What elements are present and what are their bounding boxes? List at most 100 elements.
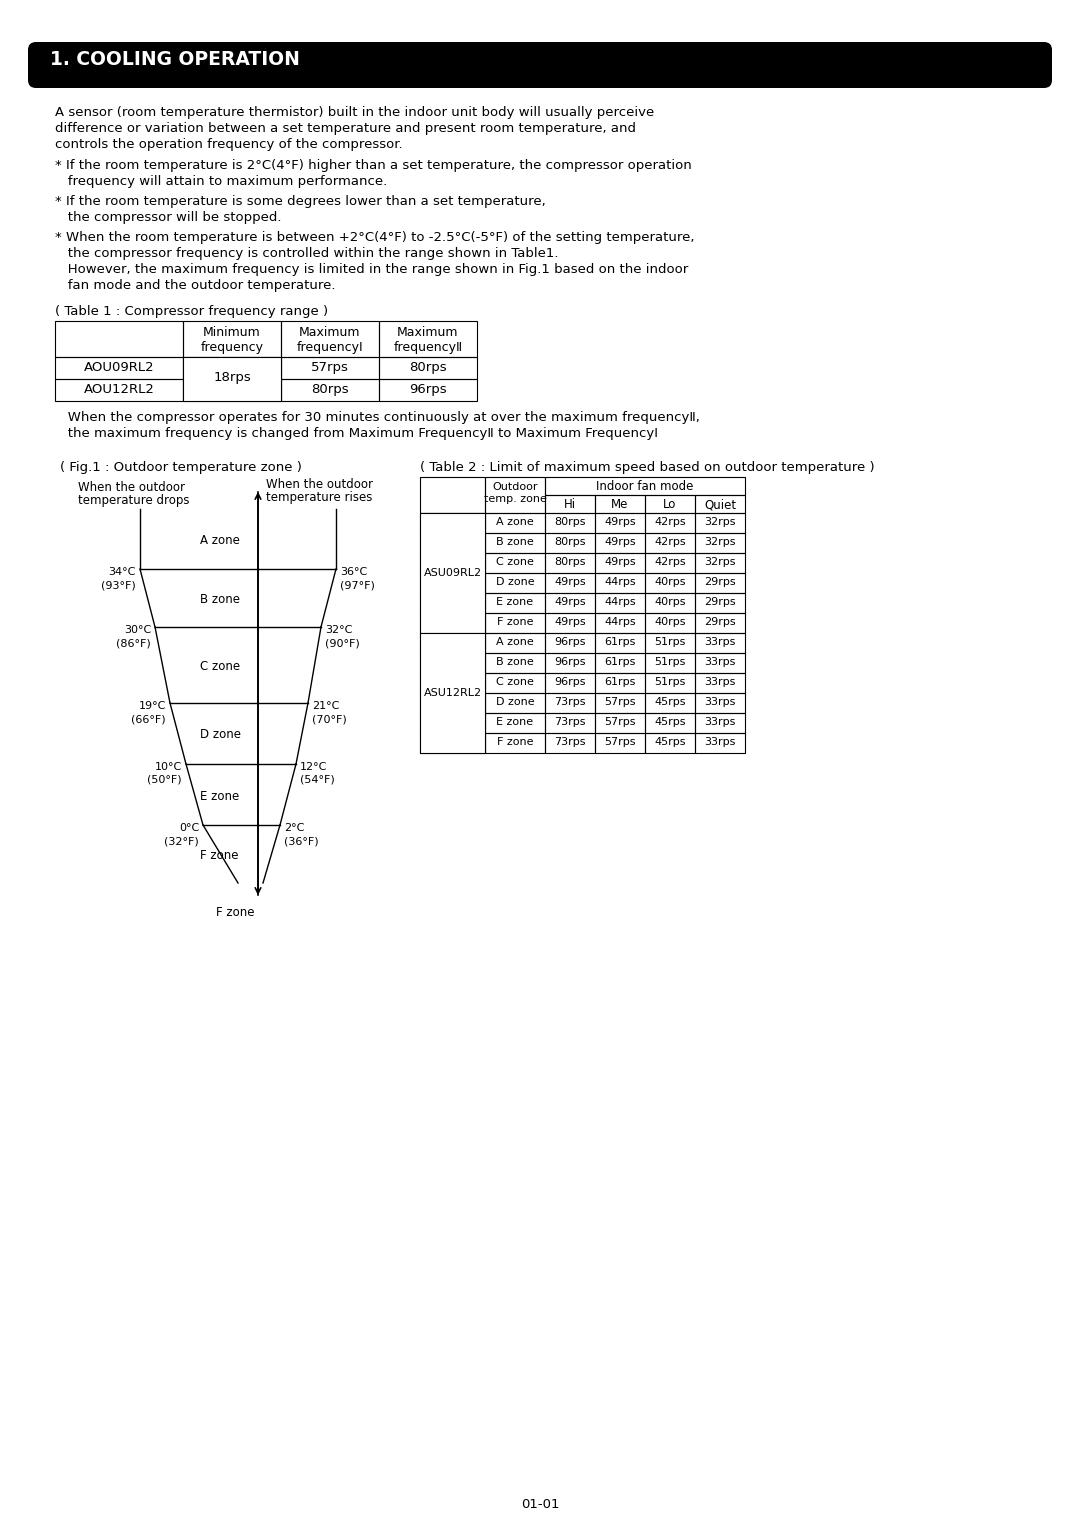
- Text: 45rps: 45rps: [654, 718, 686, 727]
- Text: 80rps: 80rps: [554, 557, 585, 567]
- Text: ( Table 2 : Limit of maximum speed based on outdoor temperature ): ( Table 2 : Limit of maximum speed based…: [420, 461, 875, 473]
- Text: fan mode and the outdoor temperature.: fan mode and the outdoor temperature.: [55, 279, 336, 292]
- Bar: [645, 673, 696, 693]
- Bar: [696, 612, 745, 634]
- Bar: [420, 713, 485, 733]
- Bar: [485, 733, 545, 753]
- Bar: [420, 634, 485, 654]
- Bar: [645, 513, 696, 533]
- Bar: [696, 513, 745, 533]
- Text: Lo: Lo: [663, 498, 677, 512]
- Bar: [545, 533, 595, 553]
- Bar: [485, 654, 545, 673]
- Text: 29rps: 29rps: [704, 597, 735, 608]
- Text: Maximum
frequencyI: Maximum frequencyI: [297, 325, 363, 354]
- Text: Hi: Hi: [564, 498, 576, 512]
- Bar: [696, 592, 745, 612]
- Text: 49rps: 49rps: [604, 518, 636, 527]
- Text: 49rps: 49rps: [554, 577, 585, 586]
- Bar: [545, 553, 595, 573]
- Text: 40rps: 40rps: [654, 617, 686, 628]
- Text: the maximum frequency is changed from Maximum FrequencyⅡ to Maximum FrequencyⅠ: the maximum frequency is changed from Ma…: [55, 428, 658, 440]
- Text: 80rps: 80rps: [554, 518, 585, 527]
- Bar: [545, 693, 595, 713]
- Text: 30°C: 30°C: [124, 625, 151, 635]
- Text: 29rps: 29rps: [704, 577, 735, 586]
- Text: D zone: D zone: [496, 696, 535, 707]
- Bar: [545, 673, 595, 693]
- Text: 61rps: 61rps: [605, 657, 636, 667]
- Bar: [595, 612, 645, 634]
- Bar: [696, 654, 745, 673]
- Text: (97°F): (97°F): [340, 580, 375, 589]
- Text: 96rps: 96rps: [409, 383, 447, 395]
- Text: When the outdoor: When the outdoor: [78, 481, 185, 495]
- Text: 18rps: 18rps: [213, 371, 251, 383]
- Text: (70°F): (70°F): [312, 715, 347, 724]
- Text: 96rps: 96rps: [554, 676, 585, 687]
- Bar: [595, 733, 645, 753]
- Text: the compressor will be stopped.: the compressor will be stopped.: [55, 211, 282, 224]
- Text: 44rps: 44rps: [604, 617, 636, 628]
- Text: A sensor (room temperature thermistor) built in the indoor unit body will usuall: A sensor (room temperature thermistor) b…: [55, 105, 654, 119]
- Text: A zone: A zone: [496, 518, 534, 527]
- Text: ( Fig.1 : Outdoor temperature zone ): ( Fig.1 : Outdoor temperature zone ): [60, 461, 302, 473]
- Text: (66°F): (66°F): [132, 715, 166, 724]
- Bar: [696, 573, 745, 592]
- Text: 73rps: 73rps: [554, 738, 585, 747]
- Text: * If the room temperature is 2°C(4°F) higher than a set temperature, the compres: * If the room temperature is 2°C(4°F) hi…: [55, 159, 692, 173]
- Bar: [183, 357, 281, 402]
- Bar: [485, 693, 545, 713]
- Text: 32rps: 32rps: [704, 557, 735, 567]
- Bar: [645, 592, 696, 612]
- Text: 73rps: 73rps: [554, 696, 585, 707]
- Text: C zone: C zone: [200, 660, 240, 673]
- Text: Quiet: Quiet: [704, 498, 737, 512]
- Bar: [696, 713, 745, 733]
- Text: B zone: B zone: [496, 538, 534, 547]
- Bar: [485, 573, 545, 592]
- Bar: [281, 357, 379, 379]
- Text: the compressor frequency is controlled within the range shown in Table1.: the compressor frequency is controlled w…: [55, 247, 558, 260]
- Text: * If the room temperature is some degrees lower than a set temperature,: * If the room temperature is some degree…: [55, 195, 545, 208]
- Bar: [545, 713, 595, 733]
- Text: 80rps: 80rps: [311, 383, 349, 395]
- Bar: [485, 673, 545, 693]
- Bar: [485, 634, 545, 654]
- Text: 33rps: 33rps: [704, 637, 735, 647]
- Text: 42rps: 42rps: [654, 557, 686, 567]
- Text: ( Table 1 : Compressor frequency range ): ( Table 1 : Compressor frequency range ): [55, 305, 328, 318]
- Text: F zone: F zone: [216, 906, 255, 919]
- Bar: [420, 553, 485, 573]
- Bar: [595, 713, 645, 733]
- Text: AOU12RL2: AOU12RL2: [83, 383, 154, 395]
- Text: 32rps: 32rps: [704, 518, 735, 527]
- Bar: [645, 612, 696, 634]
- Bar: [420, 573, 485, 592]
- Text: temperature rises: temperature rises: [266, 492, 373, 504]
- Text: 61rps: 61rps: [605, 676, 636, 687]
- Text: ASU12RL2: ASU12RL2: [423, 689, 482, 698]
- Text: When the compressor operates for 30 minutes continuously at over the maximum fre: When the compressor operates for 30 minu…: [55, 411, 700, 425]
- Text: Maximum
frequencyⅡ: Maximum frequencyⅡ: [393, 325, 462, 354]
- Bar: [420, 513, 485, 634]
- Text: C zone: C zone: [496, 557, 534, 567]
- Text: 49rps: 49rps: [554, 617, 585, 628]
- Bar: [183, 357, 281, 379]
- Text: 34°C: 34°C: [109, 567, 136, 577]
- Text: A zone: A zone: [200, 534, 240, 547]
- Bar: [420, 673, 485, 693]
- Text: (54°F): (54°F): [300, 776, 335, 785]
- Text: 51rps: 51rps: [654, 637, 686, 647]
- Bar: [645, 654, 696, 673]
- Bar: [183, 321, 281, 357]
- Text: Me: Me: [611, 498, 629, 512]
- Text: 73rps: 73rps: [554, 718, 585, 727]
- Bar: [545, 733, 595, 753]
- Bar: [55, 321, 183, 357]
- Bar: [485, 553, 545, 573]
- Text: 01-01: 01-01: [521, 1498, 559, 1512]
- Bar: [485, 612, 545, 634]
- Bar: [595, 673, 645, 693]
- Bar: [696, 733, 745, 753]
